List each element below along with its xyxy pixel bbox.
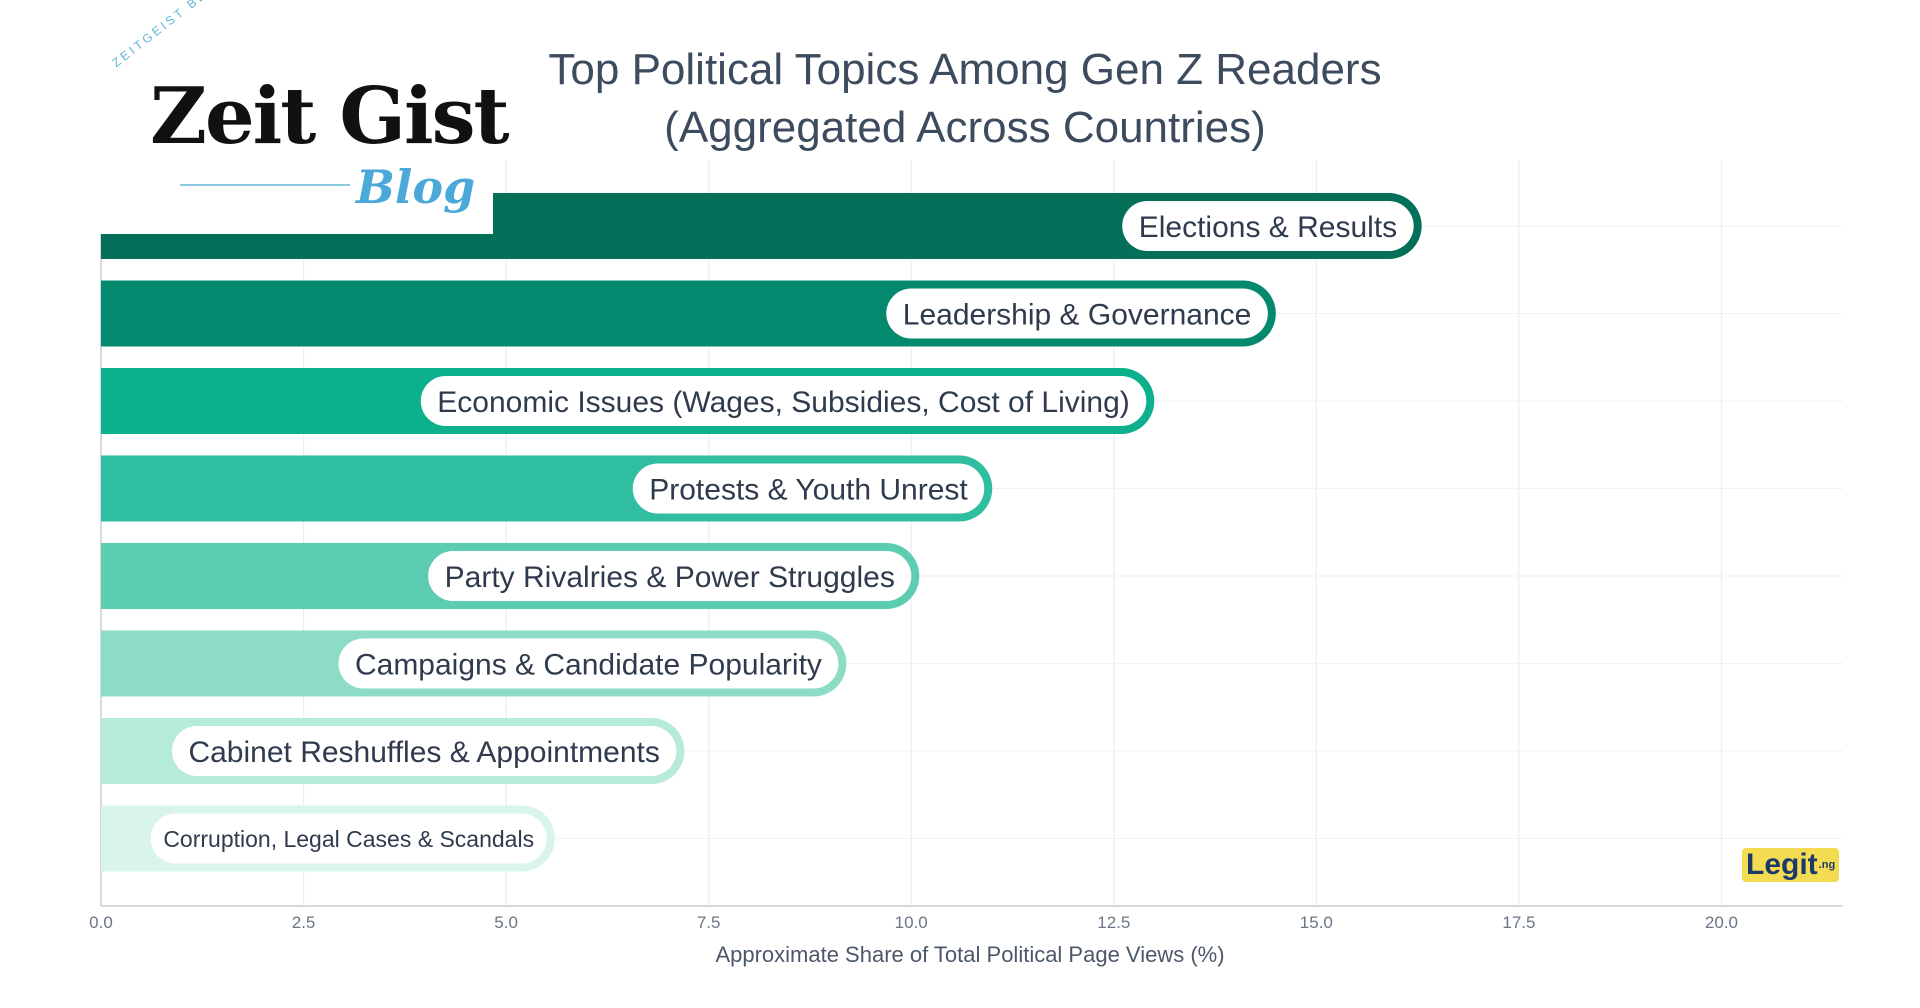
- bar-label-badge: [150, 813, 547, 864]
- zeitgeist-logo-divider: [180, 184, 350, 186]
- bar-label: Campaigns & Candidate Popularity: [355, 648, 822, 681]
- x-tick-label: 0.0: [89, 913, 113, 932]
- bar-label: Protests & Youth Unrest: [649, 473, 968, 506]
- bar-label-badge: [428, 551, 912, 601]
- zeitgeist-logo: [100, 50, 493, 234]
- bar-label-badge: [338, 638, 839, 689]
- legit-logo-suffix: .ng: [1818, 859, 1836, 871]
- x-tick-label: 20.0: [1705, 913, 1738, 932]
- x-tick-label: 5.0: [494, 913, 518, 932]
- zeitgeist-logo-wordmark: Zeit Gist: [150, 71, 510, 162]
- x-tick-label: 17.5: [1502, 913, 1535, 932]
- chart-title-line-2: (Aggregated Across Countries): [664, 103, 1266, 152]
- x-tick-label: 10.0: [895, 913, 928, 932]
- zeitgeist-logo-blog: Blog: [356, 160, 476, 214]
- legit-logo: Legit .ng: [1742, 848, 1840, 882]
- x-tick-label: 7.5: [697, 913, 721, 932]
- bar-label: Party Rivalries & Power Struggles: [445, 561, 895, 594]
- bar-label: Corruption, Legal Cases & Scandals: [163, 826, 534, 852]
- x-axis-title: Approximate Share of Total Political Pag…: [715, 942, 1224, 967]
- bar-label-badge: [886, 288, 1268, 339]
- x-tick-label: 12.5: [1097, 913, 1130, 932]
- bar-label: Cabinet Reshuffles & Appointments: [188, 736, 659, 769]
- x-tick-label: 2.5: [292, 913, 316, 932]
- bar-label-badge: [632, 463, 985, 514]
- bar-label-badge: [171, 726, 677, 776]
- x-tick-label: 15.0: [1300, 913, 1333, 932]
- bar-label: Leadership & Governance: [903, 298, 1252, 331]
- bar-label: Economic Issues (Wages, Subsidies, Cost …: [437, 386, 1130, 419]
- chart-title-line-1: Top Political Topics Among Gen Z Readers: [548, 45, 1381, 94]
- bar-label: Elections & Results: [1139, 211, 1397, 244]
- bar-label-badge: [1122, 201, 1414, 251]
- bar-label-badge: [420, 376, 1147, 426]
- legit-logo-text: Legit: [1746, 848, 1818, 881]
